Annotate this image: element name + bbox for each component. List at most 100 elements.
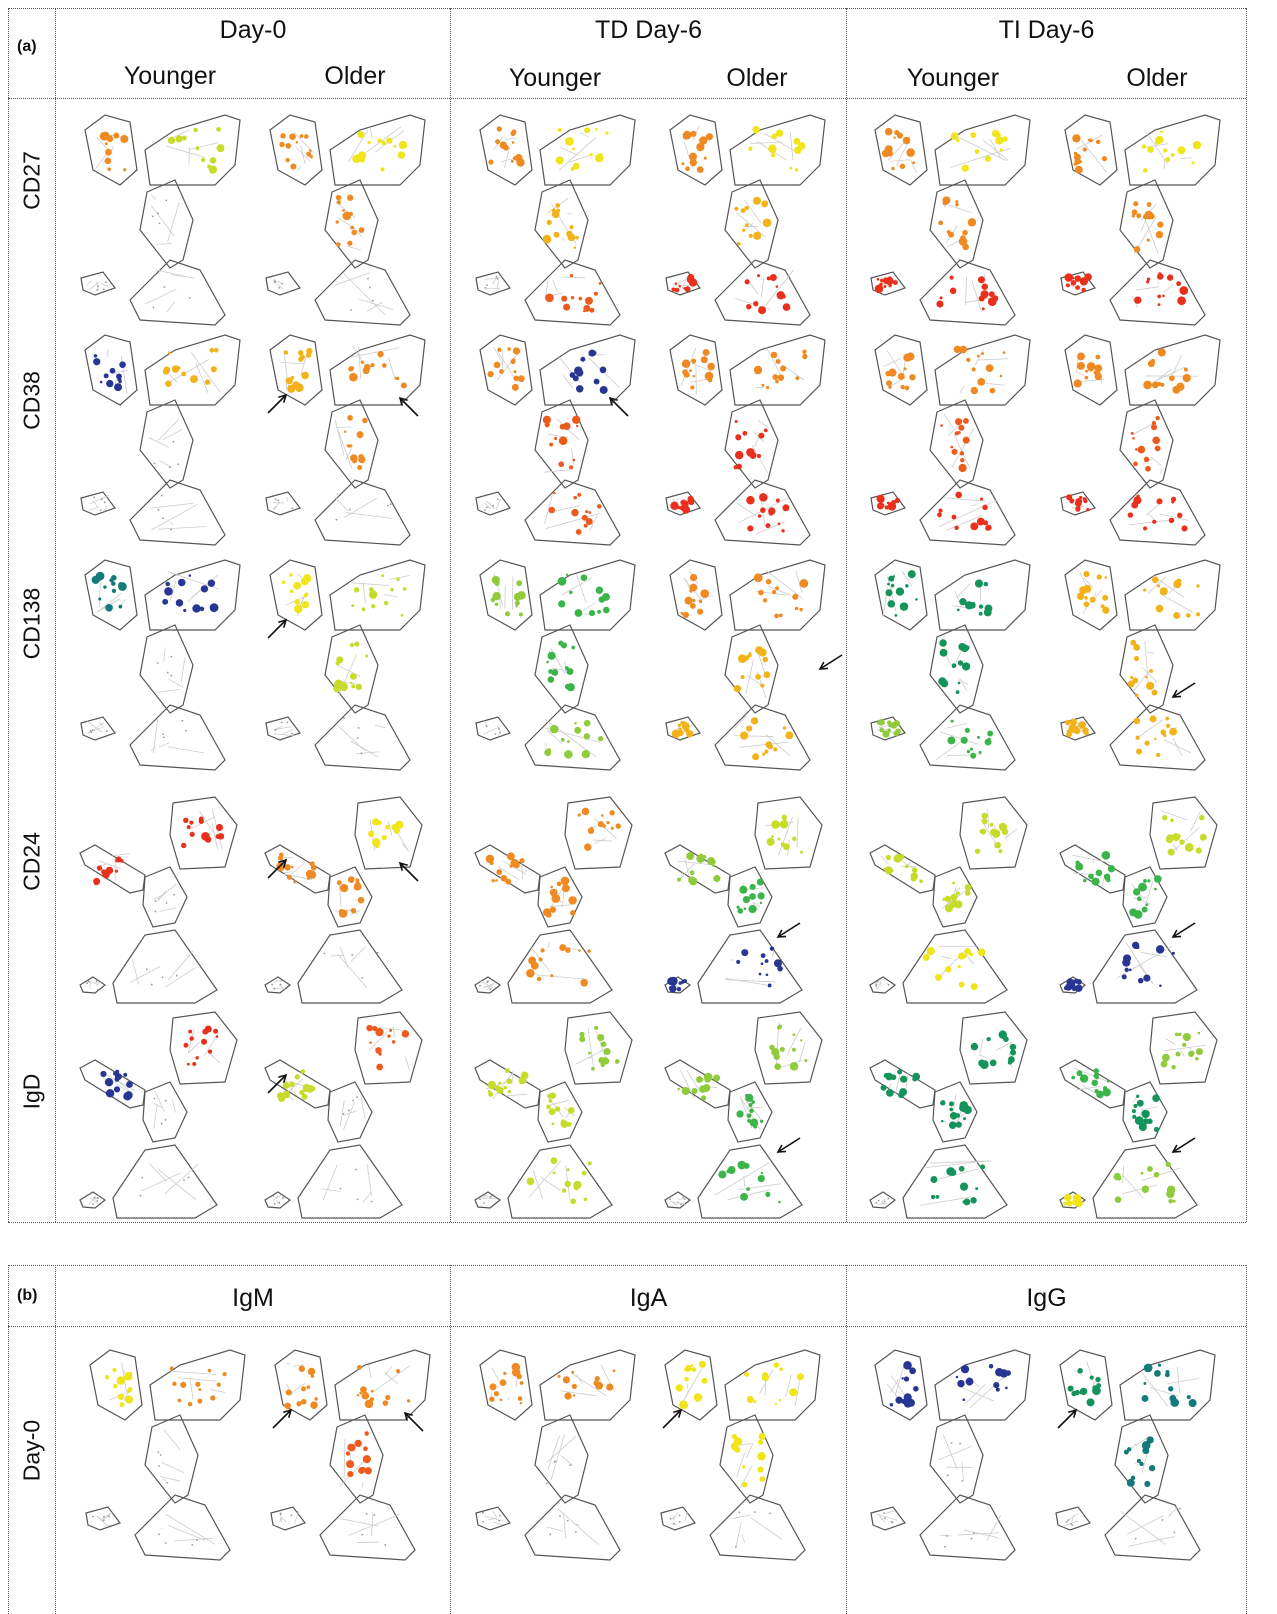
tree-node bbox=[1155, 604, 1164, 613]
tree-node bbox=[1072, 281, 1077, 286]
tree-branch bbox=[164, 967, 196, 988]
tree-a-r2-c0 bbox=[80, 559, 241, 771]
tree-node bbox=[1146, 1436, 1154, 1444]
tree-node bbox=[676, 986, 682, 992]
tree-node bbox=[743, 1162, 750, 1169]
tree-branch bbox=[274, 726, 292, 731]
tree-node bbox=[157, 212, 159, 215]
tree-node bbox=[970, 1042, 979, 1051]
group-header-td-day6: TD Day-6 bbox=[595, 16, 702, 44]
tree-branch bbox=[919, 1196, 971, 1206]
tree-branch bbox=[766, 347, 781, 375]
tree-node bbox=[1159, 587, 1168, 596]
tree-node bbox=[673, 1522, 675, 1525]
tree-node bbox=[762, 752, 766, 756]
tree-node bbox=[581, 750, 591, 759]
tree-node bbox=[880, 1084, 887, 1091]
tree-branch bbox=[171, 274, 185, 277]
tree-node bbox=[769, 946, 775, 951]
tree-outline bbox=[474, 976, 502, 994]
tree-node bbox=[888, 385, 892, 389]
panel-b-label: (b) bbox=[17, 1287, 38, 1304]
tree-branch bbox=[1127, 1515, 1164, 1535]
tree-node bbox=[168, 466, 171, 469]
tree-node bbox=[1082, 727, 1089, 734]
tree-branch bbox=[334, 420, 345, 456]
tree-node bbox=[384, 1544, 387, 1546]
tree-node bbox=[793, 137, 801, 145]
tree-node bbox=[352, 154, 361, 164]
tree-node bbox=[689, 369, 692, 373]
tree-node bbox=[762, 656, 769, 663]
tree-node bbox=[360, 360, 364, 364]
tree-branch bbox=[284, 871, 293, 874]
tree-node bbox=[579, 1036, 586, 1043]
tree-node bbox=[358, 227, 365, 233]
tree-node bbox=[900, 1075, 908, 1083]
tree-node bbox=[877, 1199, 880, 1202]
tree-node bbox=[566, 1168, 570, 1172]
tree-node bbox=[570, 296, 575, 300]
tree-branch bbox=[669, 1523, 677, 1526]
tree-node bbox=[1199, 814, 1205, 821]
tree-node bbox=[1196, 584, 1200, 588]
tree-branch bbox=[165, 1513, 216, 1545]
tree-branch bbox=[168, 678, 184, 688]
tree-node bbox=[487, 371, 494, 378]
tree-branch bbox=[1122, 1184, 1157, 1195]
tree-node bbox=[955, 200, 959, 204]
tree-node bbox=[951, 663, 957, 669]
tree-node bbox=[588, 1051, 591, 1055]
tree-node bbox=[361, 1391, 370, 1400]
tree-node bbox=[748, 904, 757, 914]
tree-branch bbox=[944, 723, 968, 729]
tree-node bbox=[1074, 978, 1080, 984]
tree-node bbox=[357, 1365, 362, 1370]
tree-branch bbox=[1141, 667, 1158, 683]
tree-node bbox=[976, 354, 980, 358]
tree-outline bbox=[919, 704, 1016, 771]
tree-outline bbox=[697, 1144, 803, 1219]
tree-node bbox=[277, 499, 280, 502]
tree-node bbox=[955, 202, 959, 207]
tree-node bbox=[1091, 1079, 1098, 1087]
tree-node bbox=[1165, 157, 1171, 163]
tree-node bbox=[937, 512, 942, 518]
tree-node bbox=[678, 1520, 681, 1523]
tree-node bbox=[198, 1388, 202, 1391]
tree-node bbox=[958, 981, 965, 988]
tree-node bbox=[1146, 238, 1150, 242]
tree-node bbox=[942, 897, 946, 901]
tree-node bbox=[274, 498, 277, 501]
tree-node bbox=[177, 578, 186, 587]
tree-node bbox=[1154, 445, 1161, 452]
tree-outline bbox=[932, 866, 978, 928]
tree-node bbox=[874, 284, 884, 294]
tree-node bbox=[279, 1513, 282, 1516]
tree-node bbox=[1168, 517, 1175, 524]
tree-branch bbox=[910, 159, 917, 173]
tree-branch bbox=[98, 721, 104, 727]
tree-node bbox=[1191, 161, 1195, 165]
tree-node bbox=[981, 818, 988, 825]
tree-node bbox=[742, 895, 751, 904]
tree-node bbox=[198, 818, 204, 824]
tree-node bbox=[347, 876, 355, 883]
tree-node bbox=[774, 1063, 782, 1071]
tree-branch bbox=[735, 297, 771, 311]
tree-node bbox=[749, 883, 756, 891]
tree-node bbox=[799, 850, 803, 854]
tree-branch bbox=[1189, 1047, 1196, 1054]
tree-node bbox=[1086, 507, 1090, 512]
tree-node bbox=[361, 1533, 364, 1536]
tree-outline bbox=[297, 929, 403, 1004]
tree-node bbox=[1095, 354, 1101, 360]
tree-branch bbox=[358, 347, 362, 379]
tree-node bbox=[290, 1514, 293, 1516]
tree-branch bbox=[1081, 140, 1108, 173]
tree-a-r0-c0 bbox=[80, 114, 241, 326]
tree-node bbox=[96, 289, 99, 291]
tree-node bbox=[499, 1398, 503, 1402]
tree-node bbox=[103, 585, 107, 589]
tree-node bbox=[741, 949, 749, 957]
